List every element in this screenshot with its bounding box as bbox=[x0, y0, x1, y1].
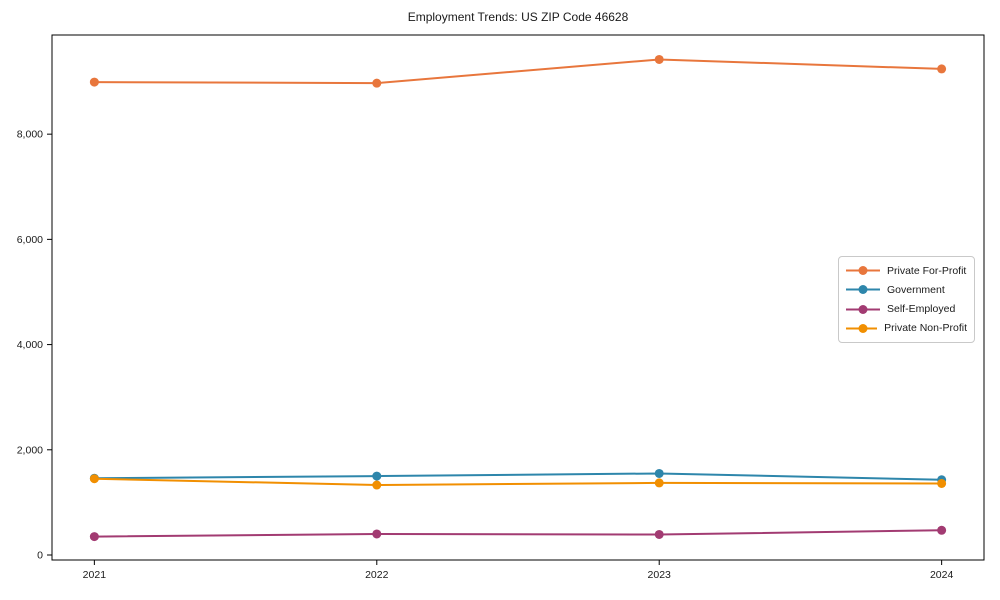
y-tick-label: 4,000 bbox=[17, 339, 43, 351]
legend-item-self-employed: Self-Employed bbox=[846, 300, 967, 318]
legend-swatch-government bbox=[846, 285, 880, 295]
data-point-self-employed-2023 bbox=[654, 529, 664, 539]
y-tick-label: 2,000 bbox=[17, 444, 43, 456]
data-point-government-2022 bbox=[372, 471, 382, 481]
legend-label: Self-Employed bbox=[887, 303, 956, 316]
data-point-self-employed-2024 bbox=[937, 525, 947, 535]
x-tick-label: 2022 bbox=[365, 569, 389, 581]
data-point-private-non-profit-2021 bbox=[89, 474, 99, 484]
data-point-self-employed-2021 bbox=[89, 532, 99, 542]
series-line-government bbox=[94, 472, 942, 481]
x-tick-label: 2021 bbox=[83, 569, 107, 581]
data-point-private-for-profit-2024 bbox=[937, 64, 947, 74]
data-point-self-employed-2022 bbox=[372, 529, 382, 539]
y-tick-label: 0 bbox=[37, 550, 43, 562]
data-point-private-for-profit-2022 bbox=[372, 78, 382, 88]
y-tick-label: 6,000 bbox=[17, 234, 43, 246]
legend-swatch-self-employed bbox=[846, 304, 880, 314]
legend-item-private-non-profit: Private Non-Profit bbox=[846, 319, 967, 337]
legend-swatch-private-for-profit bbox=[846, 266, 880, 276]
data-point-private-non-profit-2023 bbox=[654, 478, 664, 488]
x-tick-label: 2024 bbox=[930, 569, 954, 581]
series-line-self-employed bbox=[94, 529, 942, 538]
chart-title: Employment Trends: US ZIP Code 46628 bbox=[407, 10, 629, 24]
data-point-private-non-profit-2024 bbox=[937, 478, 947, 488]
data-point-private-for-profit-2023 bbox=[654, 54, 664, 64]
data-point-private-non-profit-2022 bbox=[372, 480, 382, 490]
legend-label: Government bbox=[887, 283, 945, 296]
series-line-private-for-profit bbox=[94, 58, 942, 85]
x-tick-label: 2023 bbox=[648, 569, 672, 581]
data-point-private-for-profit-2021 bbox=[89, 77, 99, 87]
plot-border bbox=[51, 34, 985, 561]
y-tick-label: 8,000 bbox=[17, 129, 43, 141]
series-line-private-non-profit bbox=[94, 477, 942, 487]
legend-item-private-for-profit: Private For-Profit bbox=[846, 262, 967, 280]
legend-item-government: Government bbox=[846, 281, 967, 299]
data-point-government-2023 bbox=[654, 468, 664, 478]
legend: Private For-Profit Government Self-Employe… bbox=[838, 256, 975, 343]
legend-label: Private Non-Profit bbox=[884, 322, 967, 335]
legend-label: Private For-Profit bbox=[887, 264, 967, 277]
legend-swatch-private-non-profit bbox=[846, 323, 878, 333]
